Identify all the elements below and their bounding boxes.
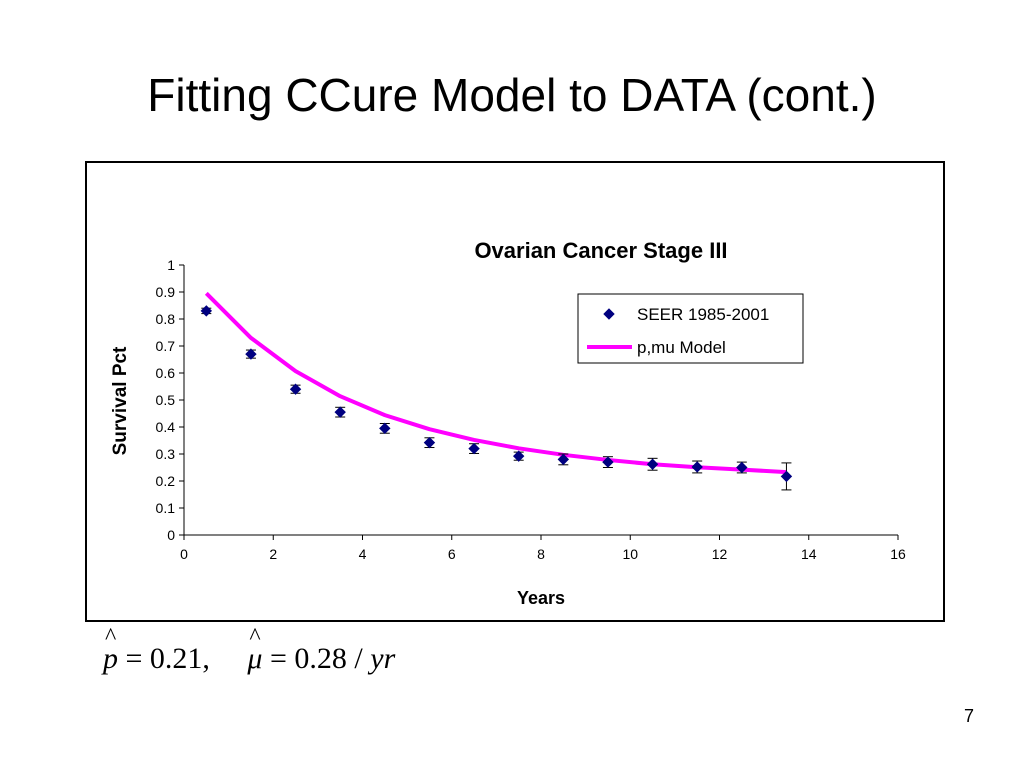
y-tick-label: 1 <box>167 257 175 273</box>
p-value: = 0.21, <box>125 642 210 675</box>
x-axis-label: Years <box>517 588 565 608</box>
data-point <box>379 422 391 435</box>
mu-hat: ^ μ <box>247 624 263 676</box>
x-tick-label: 0 <box>180 546 188 562</box>
data-point <box>512 450 525 462</box>
parameter-estimates: ^ p = 0.21, ^ μ = 0.28 / yr <box>103 624 396 676</box>
data-point <box>691 461 703 473</box>
hat-accent-p: ^ <box>105 624 117 650</box>
axes: 00.10.20.30.40.50.60.70.80.910 2 4 6 8 10 12 14… <box>156 257 906 562</box>
x-tick-label: 16 <box>890 546 906 562</box>
data-point <box>602 456 614 468</box>
x-tick-label: 6 <box>448 546 456 562</box>
data-point <box>289 383 302 395</box>
legend: SEER 1985-2001 p,mu Model <box>577 293 804 364</box>
data-point <box>557 453 570 466</box>
data-point <box>468 442 480 455</box>
chart-title: Ovarian Cancer Stage III <box>474 238 727 263</box>
y-axis-label: Survival Pct <box>110 346 131 455</box>
y-tick-label: 0 <box>167 527 175 543</box>
legend-box <box>577 293 804 364</box>
p-hat: ^ p <box>103 624 118 676</box>
p-symbol: p <box>103 642 118 675</box>
y-tick-label: 0.1 <box>156 500 176 516</box>
data-point <box>780 470 793 483</box>
page-number: 7 <box>963 706 974 726</box>
slide-title: Fitting CCure Model to DATA (cont.) <box>147 69 877 121</box>
legend-label-seer: SEER 1985-2001 <box>637 305 769 324</box>
legend-label-model: p,mu Model <box>637 338 726 357</box>
y-tick-label: 0.4 <box>156 419 176 435</box>
unit: yr <box>370 642 396 675</box>
y-tick-label: 0.8 <box>156 311 176 327</box>
data-point <box>736 461 748 474</box>
data-point <box>423 436 436 449</box>
x-tick-label: 8 <box>537 546 545 562</box>
data-point <box>334 406 346 418</box>
x-tick-label: 4 <box>359 546 367 562</box>
x-tick-label: 14 <box>801 546 817 562</box>
y-tick-label: 0.7 <box>156 338 176 354</box>
y-tick-label: 0.2 <box>156 473 176 489</box>
y-tick-label: 0.6 <box>156 365 176 381</box>
data-point <box>245 348 257 360</box>
y-tick-label: 0.3 <box>156 446 176 462</box>
y-tick-label: 0.5 <box>156 392 176 408</box>
x-tick-label: 10 <box>622 546 638 562</box>
data-point <box>646 458 659 470</box>
chart-svg: Ovarian Cancer Stage III Survival Pct Ye… <box>110 238 906 608</box>
data-point <box>200 305 213 317</box>
mu-symbol: μ <box>247 642 263 675</box>
plot-area <box>200 291 793 491</box>
hat-accent-mu: ^ <box>249 624 261 650</box>
y-tick-label: 0.9 <box>156 284 176 300</box>
model-line <box>204 291 787 475</box>
legend-marker-seer <box>603 308 615 320</box>
x-tick-label: 12 <box>712 546 728 562</box>
x-tick-label: 2 <box>269 546 277 562</box>
mu-value: = 0.28 / <box>269 642 371 675</box>
chart-frame: Ovarian Cancer Stage III Survival Pct Ye… <box>85 161 945 622</box>
